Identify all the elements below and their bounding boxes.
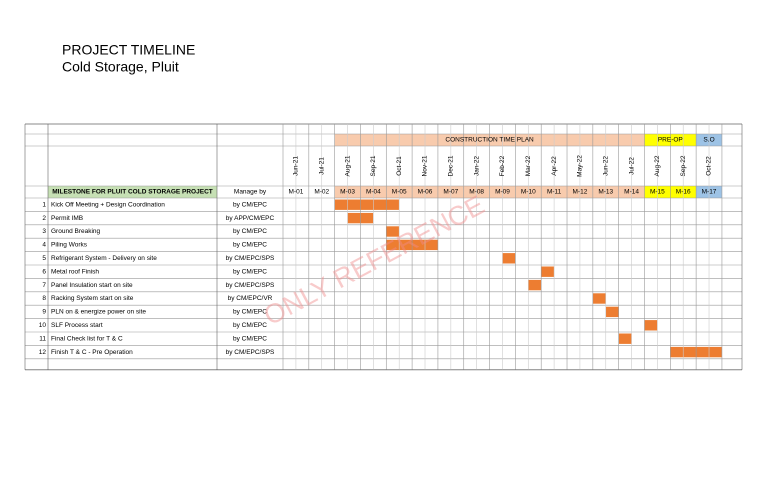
- month-code: M-07: [443, 189, 458, 196]
- task-bar: [618, 333, 632, 344]
- row-number: 2: [42, 215, 46, 222]
- month-label: Jun-22: [602, 156, 609, 176]
- row-number: 7: [42, 282, 46, 289]
- task-bar: [592, 293, 606, 304]
- month-code: M-06: [418, 189, 433, 196]
- month-code: M-17: [702, 189, 717, 196]
- task-name: Kick Off Meeting + Design Coordination: [51, 201, 165, 208]
- row-number: 11: [39, 335, 46, 342]
- month-code: M-11: [547, 189, 562, 196]
- row-number: 9: [42, 309, 46, 316]
- row-number: 8: [42, 295, 46, 302]
- milestone-header-fill: [48, 186, 217, 198]
- month-label: Jun-21: [293, 156, 300, 176]
- month-label: Jan-22: [473, 156, 480, 176]
- manager: by CM/EPC: [233, 228, 267, 235]
- month-label: Mar-22: [525, 155, 532, 176]
- month-label: Sep-21: [370, 155, 377, 176]
- month-label: Aug-21: [344, 155, 351, 176]
- timeline-table: CONSTRUCTION TIME PLAN PRE-OP S.O MILESTONE…: [24, 123, 743, 371]
- task-bar: [386, 226, 400, 237]
- month-code: M-01: [289, 189, 304, 196]
- preop-label: PRE-OP: [658, 137, 683, 144]
- task-bar: [334, 199, 400, 210]
- month-code: M-16: [676, 189, 691, 196]
- month-code: M-08: [469, 189, 484, 196]
- manage-header: Manage by: [234, 189, 267, 196]
- row-number: 12: [39, 349, 47, 356]
- task-bar: [644, 320, 658, 331]
- title: PROJECT TIMELINE: [62, 42, 195, 58]
- month-label: Oct-21: [396, 156, 403, 176]
- task-name: PLN on & energize power on site: [51, 309, 146, 316]
- month-label: Aug-22: [654, 155, 661, 176]
- manager: by CM/EPC: [233, 242, 267, 249]
- plan-label: CONSTRUCTION TIME PLAN: [445, 137, 534, 144]
- month-label: Jul-22: [628, 157, 635, 175]
- row-number: 6: [42, 268, 46, 275]
- row-number: 1: [42, 201, 46, 208]
- task-bar: [541, 266, 555, 277]
- row-number: 5: [42, 255, 46, 262]
- task-name: Racking System start on site: [51, 295, 134, 302]
- month-label: Jul-21: [318, 157, 325, 175]
- row-number: 4: [42, 242, 46, 249]
- month-label: Oct-22: [706, 156, 713, 176]
- manager: by CM/EPC/SPS: [226, 349, 275, 356]
- so-label: S.O: [703, 137, 714, 144]
- task-name: Metal roof Finish: [51, 268, 99, 275]
- month-code: M-09: [495, 189, 510, 196]
- task-name: Piling Works: [51, 242, 88, 249]
- month-code: M-10: [521, 189, 536, 196]
- month-label: May-22: [577, 155, 584, 177]
- month-label: Dec-21: [448, 155, 455, 176]
- task-name: Refrigerant System - Delivery on site: [51, 255, 157, 262]
- manager: by CM/EPC/SPS: [226, 282, 275, 289]
- task-name: Ground Breaking: [51, 228, 101, 235]
- month-code: M-12: [573, 189, 588, 196]
- task-name: Finish T & C - Pre Operation: [51, 349, 133, 356]
- month-label: Sep-22: [680, 155, 687, 176]
- month-code: M-04: [366, 189, 381, 196]
- row-number: 3: [42, 228, 46, 235]
- manager: by APP/CM/EPC: [226, 215, 275, 222]
- manager: by CM/EPC/VR: [228, 295, 273, 302]
- manager: by CM/EPC: [233, 268, 267, 275]
- subtitle: Cold Storage, Pluit: [62, 59, 179, 75]
- month-label: Feb-22: [499, 155, 506, 176]
- row-number: 10: [39, 322, 47, 329]
- task-name: Panel Insulation start on site: [51, 282, 133, 289]
- month-code: M-13: [598, 189, 613, 196]
- task-name: Permit IMB: [51, 215, 83, 222]
- month-code: M-15: [650, 189, 665, 196]
- month-code: M-03: [340, 189, 355, 196]
- task-name: Final Check list for T & C: [51, 335, 123, 342]
- manager: by CM/EPC: [233, 322, 267, 329]
- milestone-header: MILESTONE FOR PLUIT COLD STORAGE PROJECT: [52, 189, 212, 196]
- month-code: M-02: [314, 189, 329, 196]
- month-code: M-05: [392, 189, 407, 196]
- month-code: M-14: [624, 189, 639, 196]
- task-bar: [502, 253, 516, 264]
- month-label: Apr-22: [551, 156, 558, 176]
- manager: by CM/EPC/SPS: [226, 255, 275, 262]
- manager: by CM/EPC: [233, 201, 267, 208]
- task-bar: [528, 279, 542, 291]
- task-bar: [605, 306, 619, 318]
- task-name: SLF Process start: [51, 322, 103, 329]
- manager: by CM/EPC: [233, 335, 267, 342]
- month-label: Nov-21: [422, 155, 429, 176]
- manager: by CM/EPC: [233, 309, 267, 316]
